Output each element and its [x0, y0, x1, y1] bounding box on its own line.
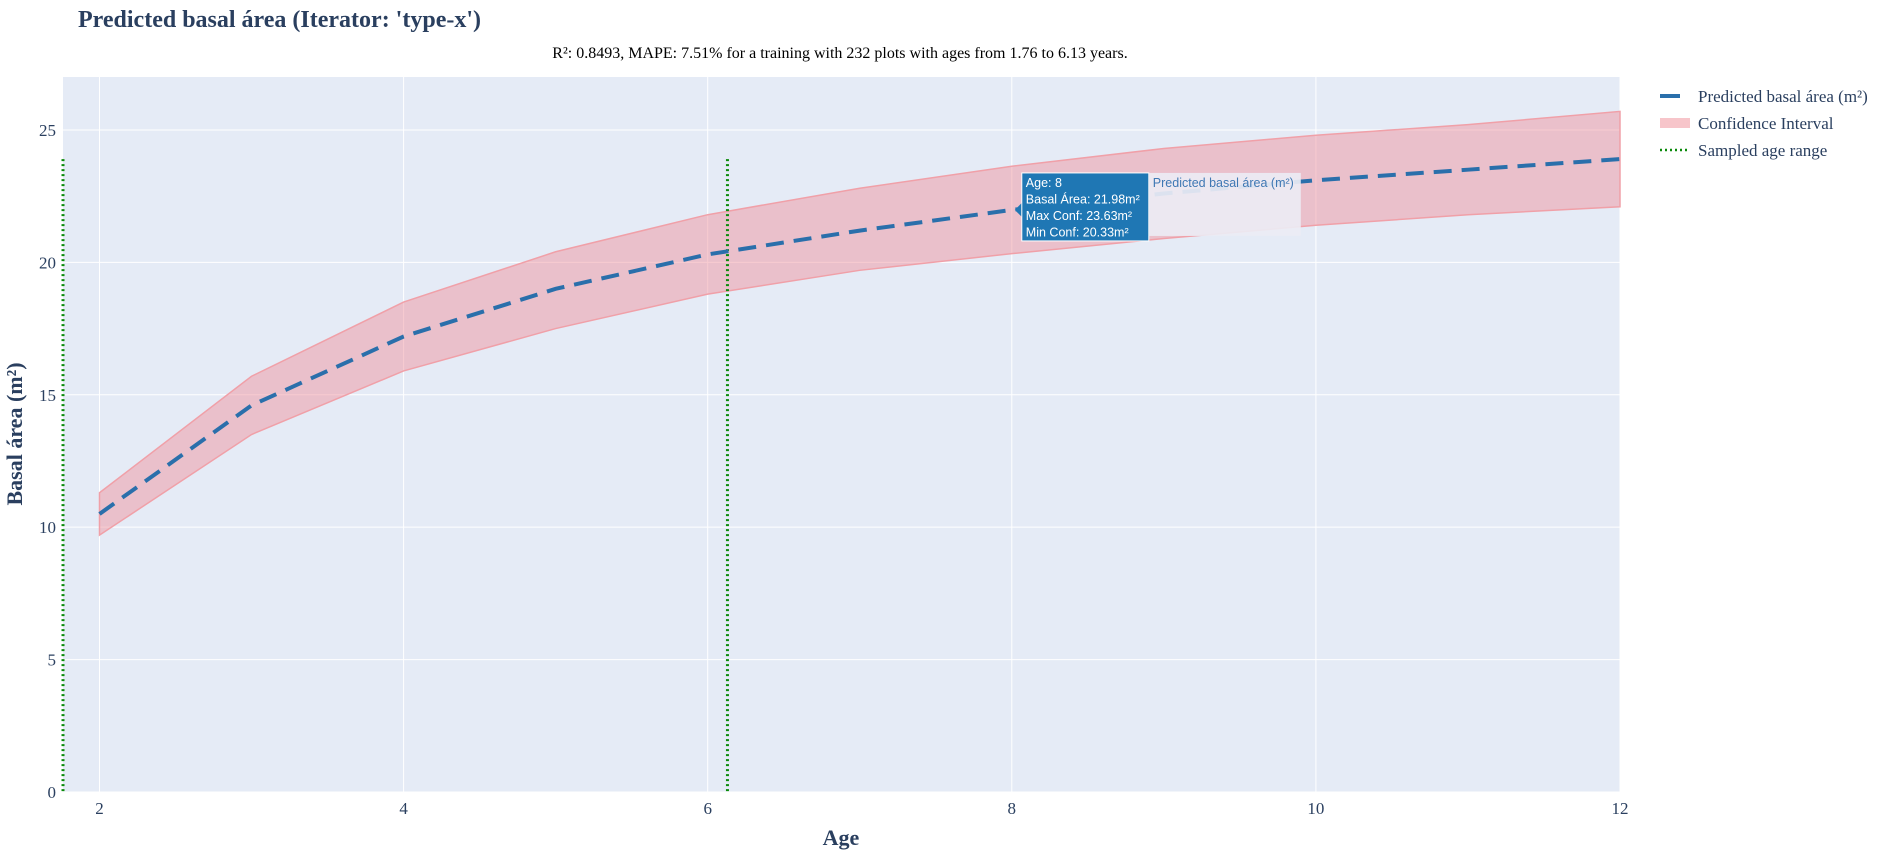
y-tick-label-3: 15 [39, 386, 56, 405]
predicted-basal-area-line [98, 157, 1621, 516]
legend: Predicted basal área (m²) Confidence Inte… [1660, 87, 1868, 160]
x-tick-label-4: 10 [1307, 799, 1324, 818]
chart-title: Predicted basal área (Iterator: 'type-x'… [78, 7, 481, 33]
x-tick-label-5: 12 [1612, 799, 1629, 818]
x-axis-label: Age [823, 825, 860, 850]
y-tick-label-0: 0 [48, 783, 57, 802]
x-tick-label-3: 8 [1008, 799, 1017, 818]
predicted-line-layer [98, 157, 1621, 516]
gridlines [63, 77, 1621, 793]
tooltip-line-3: Min Conf: 20.33m² [1026, 225, 1129, 239]
y-axis-label: Basal área (m²) [2, 362, 27, 505]
tooltip-line-1: Basal Área: 21.98m² [1026, 191, 1140, 206]
y-tick-label-4: 20 [39, 253, 56, 272]
legend-item-1[interactable]: Confidence Interval [1698, 114, 1834, 133]
x-tick-label-2: 6 [703, 799, 712, 818]
tooltip-series-label: Predicted basal área (m²) [1153, 176, 1294, 190]
legend-item-0[interactable]: Predicted basal área (m²) [1698, 87, 1868, 106]
x-tick-label-1: 4 [399, 799, 408, 818]
sampled-range-layer [61, 159, 729, 792]
chart-subtitle: R²: 0.8493, MAPE: 7.51% for a training w… [552, 45, 1127, 62]
x-tick-label-0: 2 [95, 799, 104, 818]
plot-area [63, 77, 1620, 792]
tooltip-box [1021, 172, 1150, 242]
tooltip-pointer [1014, 202, 1022, 217]
legend-swatch-confidence [1660, 118, 1690, 128]
tick-labels: 2 4 6 8 10 12 0 5 10 15 20 25 [39, 121, 1629, 818]
tooltip-series-box [1148, 172, 1301, 236]
y-tick-label-2: 10 [39, 518, 56, 537]
tooltip-line-0: Age: 8 [1026, 176, 1062, 190]
y-tick-label-5: 25 [39, 121, 56, 140]
y-tick-label-1: 5 [48, 651, 57, 670]
tooltip-line-2: Max Conf: 23.63m² [1026, 209, 1132, 223]
legend-item-2[interactable]: Sampled age range [1698, 141, 1827, 160]
